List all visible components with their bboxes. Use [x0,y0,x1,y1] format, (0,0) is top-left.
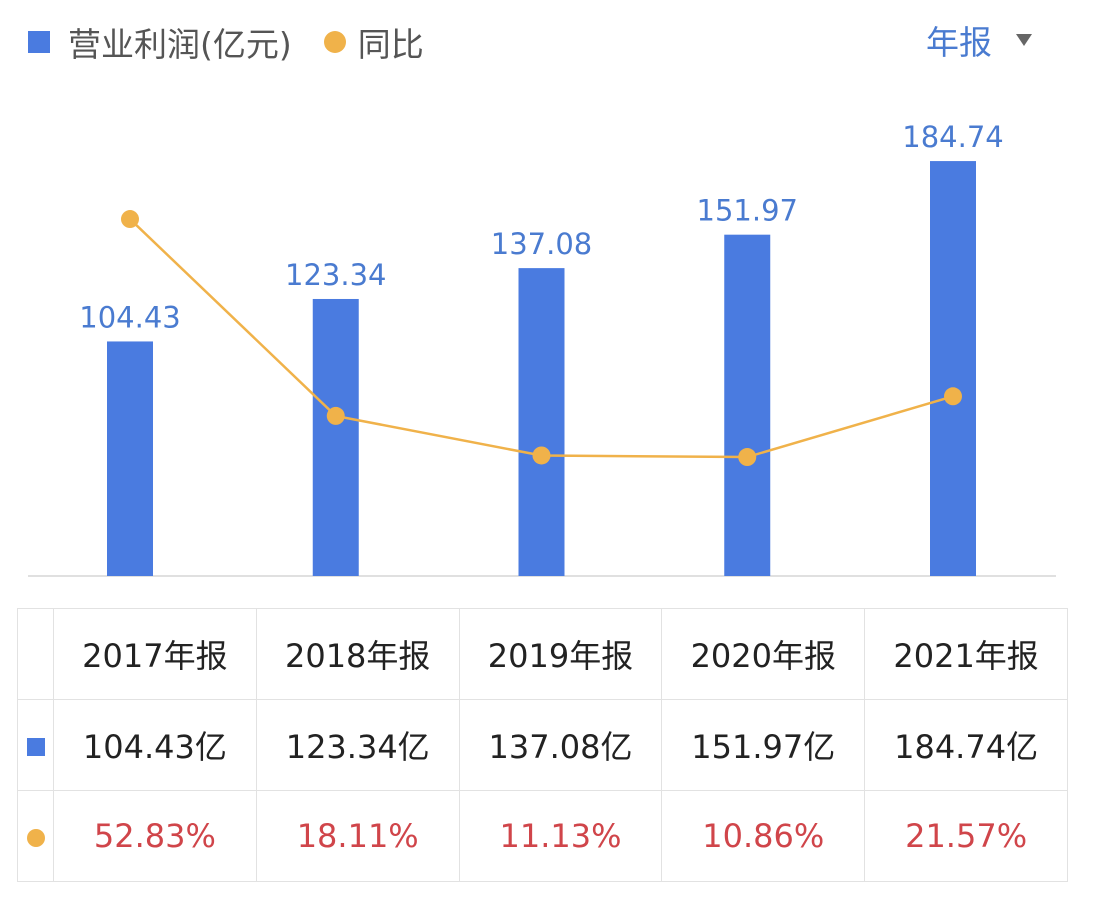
legend: 营业利润(亿元) 同比 [28,18,424,66]
profit-cell: 123.34亿 [255,699,460,791]
yoy-point [121,210,139,229]
bar-value-label: 151.97 [697,194,798,228]
header-cell: 2021年报 [864,608,1068,700]
profit-cell: 184.74亿 [864,699,1068,791]
profit-cell: 104.43亿 [53,699,257,791]
bar [312,298,359,576]
bar [518,268,565,576]
yoy-point [944,387,962,406]
profit-row-marker [17,699,54,791]
profit-row: 104.43亿 123.34亿 137.08亿 151.97亿 184.74亿 [17,699,1068,791]
yoy-cell: 10.86% [661,790,866,882]
yoy-cell: 52.83% [53,790,257,882]
yoy-cell: 21.57% [864,790,1068,882]
dot-icon [26,829,45,847]
header-cell: 2019年报 [458,608,663,700]
yoy-point [738,448,757,467]
square-icon [26,738,45,756]
header-cell: 2020年报 [661,608,866,700]
bar-value-label: 184.74 [902,120,1003,154]
empty-cell [17,608,54,700]
yoy-cell: 18.11% [255,790,460,882]
yoy-row-marker [17,790,54,882]
bar-value-label: 104.43 [79,300,180,334]
bar-legend-swatch [28,31,50,53]
profit-cell: 151.97亿 [661,699,866,791]
chart-plot: 104.43 123.34 137.08 151.97 184.74 [28,120,1056,577]
bar-legend-label: 营业利润(亿元) [68,25,292,64]
header-cell: 2017年报 [53,608,257,700]
line-legend-swatch [323,31,346,53]
bar-value-label: 123.34 [285,258,386,292]
bar [724,234,771,576]
line-legend-label: 同比 [357,25,424,64]
yoy-cell: 11.13% [458,790,663,882]
bar-value-label: 137.08 [491,227,592,261]
data-table: 2017年报 2018年报 2019年报 2020年报 2021年报 104.4… [17,608,1068,882]
yoy-row: 52.83% 18.11% 11.13% 10.86% 21.57% [17,790,1068,882]
caret-down-icon [1016,34,1032,46]
bar [107,341,153,576]
header-cell: 2018年报 [255,608,460,700]
period-selector[interactable]: 年报 [926,16,1032,64]
profit-cell: 137.08亿 [458,699,663,791]
bar [930,161,976,576]
table-header-row: 2017年报 2018年报 2019年报 2020年报 2021年报 [17,608,1068,700]
period-selector-label: 年报 [926,23,992,62]
yoy-point [326,406,345,425]
yoy-point [532,446,551,465]
